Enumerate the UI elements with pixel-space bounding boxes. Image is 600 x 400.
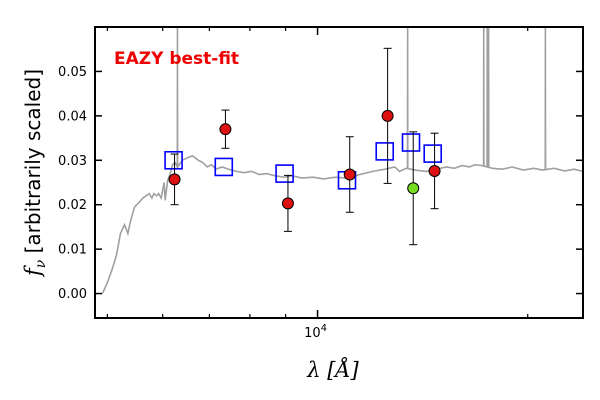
x-axis-label: λ [Å] [306, 357, 359, 382]
model-photometry-square [375, 142, 395, 161]
observed-marker [343, 168, 356, 181]
annotation-label: EAZY best-fit [114, 49, 239, 69]
y-tick-label: 0.05 [58, 65, 87, 80]
observed-photometry-point [428, 132, 441, 210]
observed-marker [407, 182, 420, 195]
model-photometry-square [401, 133, 421, 152]
observed-photometry-point [168, 153, 181, 206]
observed-marker [428, 164, 441, 177]
observed-photometry-point [381, 47, 394, 184]
y-tick-label: 0.01 [58, 243, 87, 258]
observed-marker [281, 197, 294, 210]
observed-marker [168, 173, 181, 186]
observed-photometry-point [407, 131, 420, 246]
observed-marker [381, 109, 394, 122]
y-tick-label: 0.04 [58, 109, 87, 124]
observed-photometry-point [281, 174, 294, 232]
y-tick-label: 0.02 [58, 198, 87, 213]
y-axis-label: fν [arbitrarily scaled] [21, 69, 49, 278]
observed-photometry-point [343, 136, 356, 213]
model-photometry-square [423, 144, 443, 163]
axes-frame [94, 26, 584, 319]
model-photometry-square [214, 157, 234, 177]
model-photometry-square [164, 150, 183, 170]
y-tick-label: 0.03 [58, 154, 87, 169]
observed-photometry-point [219, 109, 232, 149]
y-tick-label: 0.00 [58, 287, 87, 302]
x-tick-label: 104 [304, 323, 327, 341]
sed-template-line [101, 27, 583, 294]
model-photometry-square [275, 164, 294, 183]
observed-marker [219, 123, 232, 136]
plot-area [101, 27, 583, 294]
axes: 0.00 0.01 0.02 0.03 0.04 0.05 104 [58, 27, 583, 341]
